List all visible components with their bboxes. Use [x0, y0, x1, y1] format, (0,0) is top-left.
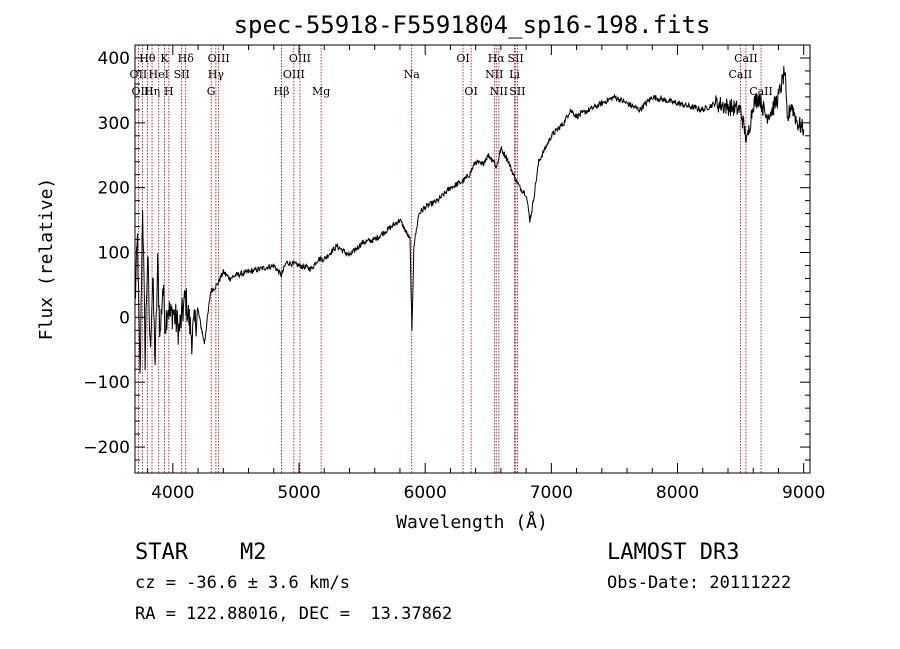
- line-label-27: CaII: [749, 85, 773, 98]
- y-tick-label-3: 100: [98, 244, 130, 264]
- line-label-15: Mg: [312, 85, 330, 98]
- line-label-13: OIII: [283, 68, 305, 81]
- y-tick-label-1: −100: [83, 373, 130, 393]
- spectrum-series: [134, 66, 805, 374]
- y-axis-label: Flux (relative): [36, 178, 57, 341]
- line-label-0: Hθ: [139, 52, 156, 65]
- line-label-20: Hα: [488, 52, 506, 65]
- plot-frame: [134, 44, 811, 474]
- object-subclass: M2: [240, 540, 267, 565]
- survey-name: LAMOST DR3: [607, 540, 740, 565]
- y-tick-label-5: 300: [98, 114, 130, 134]
- chart-title: spec-55918-F5591804_sp16-198.fits: [234, 11, 711, 39]
- line-label-14: OIII: [289, 52, 311, 65]
- line-label-23: Li: [509, 68, 520, 81]
- line-label-9: G: [207, 85, 216, 98]
- line-label-16: Na: [404, 68, 421, 81]
- line-label-22: SII: [508, 52, 524, 65]
- y-tick-label-0: −200: [83, 438, 130, 458]
- line-label-10: Hγ: [208, 68, 225, 81]
- line-label-6: H: [164, 85, 174, 98]
- x-tick-label-1: 5000: [277, 483, 320, 503]
- line-label-21: NII: [490, 85, 508, 98]
- y-tick-label-6: 400: [98, 49, 130, 69]
- line-label-19: NII: [485, 68, 503, 81]
- line-label-26: CaII: [734, 52, 758, 65]
- line-label-5: K: [160, 52, 169, 65]
- y-tick-label-4: 200: [98, 179, 130, 199]
- x-tick-label-3: 7000: [530, 483, 573, 503]
- x-tick-label-5: 9000: [782, 483, 825, 503]
- object-class: STAR: [135, 540, 188, 565]
- y-tick-label-2: 0: [119, 308, 130, 328]
- x-tick-label-0: 4000: [151, 483, 194, 503]
- redshift-readout: cz = -36.6 ± 3.6 km/s: [135, 573, 350, 593]
- line-label-12: Hβ: [274, 85, 290, 98]
- line-label-18: OI: [464, 85, 477, 98]
- line-label-24: SII: [509, 85, 525, 98]
- line-label-25: CaII: [729, 68, 753, 81]
- line-label-11: OIII: [208, 52, 230, 65]
- line-label-4: HeI: [148, 68, 168, 81]
- line-label-2: OIII: [132, 85, 154, 98]
- line-label-3: Hη: [144, 85, 160, 98]
- line-label-7: SII: [174, 68, 190, 81]
- coordinates: RA = 122.88016, DEC = 13.37862: [135, 604, 453, 624]
- line-label-1: OII: [130, 68, 148, 81]
- obs-date: Obs-Date: 20111222: [607, 573, 792, 593]
- x-tick-label-4: 8000: [656, 483, 699, 503]
- x-axis-label: Wavelength (Å): [396, 511, 548, 533]
- line-label-8: Hδ: [178, 52, 195, 65]
- x-tick-label-2: 6000: [404, 483, 447, 503]
- line-label-17: OI: [456, 52, 469, 65]
